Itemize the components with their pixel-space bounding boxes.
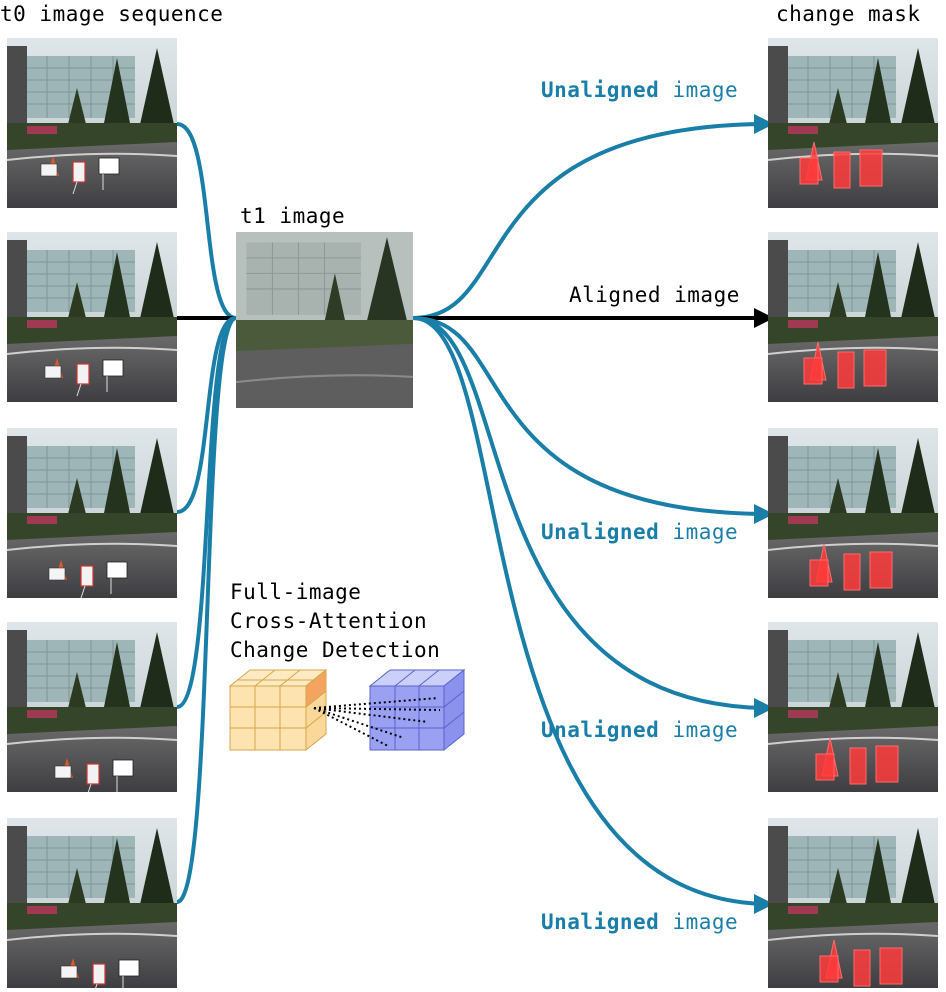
output-curve-3	[412, 316, 774, 524]
scene-image	[7, 428, 177, 598]
query-feature-cube	[228, 668, 328, 752]
output-curve-4	[412, 316, 774, 718]
arrow-label-rest: image	[659, 78, 739, 102]
arrow-label-bold: Unaligned	[541, 78, 660, 102]
attention-lines	[313, 697, 441, 747]
t1-image	[236, 232, 413, 408]
input-curve-5	[176, 316, 237, 904]
mask-image	[768, 232, 938, 402]
arrow-label-1: Unaligned image	[541, 78, 738, 102]
method-line-2: Cross-Attention	[230, 609, 428, 633]
mask-image	[768, 818, 938, 988]
method-line-3: Change Detection	[230, 638, 441, 662]
arrow-label-5: Unaligned image	[541, 910, 738, 934]
arrow-label-bold: Unaligned	[541, 910, 660, 934]
arrow-label-rest: image	[659, 520, 739, 544]
t0-frame-3	[7, 428, 177, 598]
arrow-label-4: Unaligned image	[541, 718, 738, 742]
change-mask-4	[768, 622, 938, 792]
mask-image	[768, 38, 938, 208]
arrow-label-bold: Unaligned	[541, 520, 660, 544]
t1-scene	[236, 232, 413, 408]
input-curve-1	[176, 122, 237, 320]
arrow-label-rest: Aligned image	[569, 283, 740, 307]
arrow-label-2: Aligned image	[569, 283, 740, 307]
t0-frame-4	[7, 622, 177, 792]
change-mask-3	[768, 428, 938, 598]
t0-sequence-header: t0 image sequence	[0, 2, 224, 26]
mask-image	[768, 622, 938, 792]
cross-attention-illustration	[228, 668, 466, 752]
input-curve-3	[176, 316, 237, 514]
t0-frame-1	[7, 38, 177, 208]
arrow-label-3: Unaligned image	[541, 520, 738, 544]
output-curve-1	[412, 114, 774, 320]
mask-image	[768, 428, 938, 598]
scene-image	[7, 622, 177, 792]
change-mask-5	[768, 818, 938, 988]
method-caption: Full-image Cross-Attention Change Detect…	[230, 578, 440, 665]
arrow-label-bold: Unaligned	[541, 718, 660, 742]
scene-image	[7, 38, 177, 208]
change-mask-2	[768, 232, 938, 402]
scene-image	[7, 818, 177, 988]
change-mask-1	[768, 38, 938, 208]
t0-frame-5	[7, 818, 177, 988]
arrow-label-rest: image	[659, 718, 739, 742]
output-curve-5	[412, 316, 774, 914]
t0-frame-2	[7, 232, 177, 402]
method-line-1: Full-image	[230, 580, 362, 604]
t1-image-header: t1 image	[240, 204, 346, 228]
scene-image	[7, 232, 177, 402]
arrow-label-rest: image	[659, 910, 739, 934]
change-mask-header: change mask	[776, 2, 921, 26]
key-feature-cube	[368, 668, 466, 752]
